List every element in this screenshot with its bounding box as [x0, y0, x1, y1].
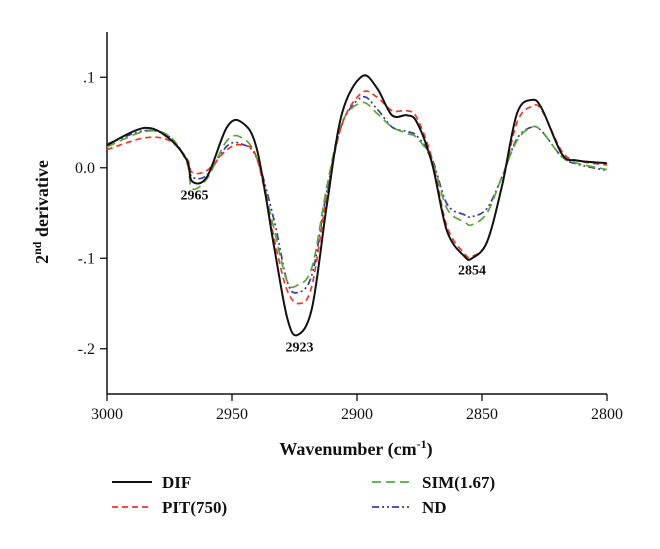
- x-tick-label: 2900: [341, 406, 373, 423]
- legend-label-pit-750: PIT(750): [162, 498, 227, 517]
- x-axis-label: Wavenumber (cm-1): [279, 437, 432, 460]
- peak-annotation: 2965: [181, 188, 209, 203]
- y-tick-label: -.2: [78, 341, 95, 358]
- peak-annotation: 2854: [458, 264, 486, 279]
- legend: DIF PIT(750) SIM(1.67) ND: [112, 473, 495, 517]
- series-line-pit-750: [106, 90, 608, 305]
- legend-label-dif: DIF: [162, 473, 191, 492]
- series-line-sim-1-67: [106, 101, 608, 289]
- peak-annotation: 2923: [286, 340, 314, 355]
- x-tick-label: 2800: [591, 406, 623, 423]
- x-axis: 3000 2950 2900 2850 2800: [91, 393, 623, 423]
- y-axis: .1 0.0 -.1 -.2: [75, 32, 108, 394]
- y-tick-label: 0.0: [75, 160, 95, 177]
- legend-label-sim-1-67: SIM(1.67): [422, 473, 495, 492]
- series-line-dif: [106, 74, 608, 337]
- y-axis-label: 2nd derivative: [30, 160, 52, 264]
- x-tick-label: 2850: [466, 406, 498, 423]
- series-layer: [106, 74, 608, 337]
- y-tick-label: -.1: [78, 250, 95, 267]
- legend-label-nd: ND: [422, 498, 447, 517]
- annotation-layer: 2965 2923 2854: [181, 188, 487, 355]
- y-tick-label: .1: [83, 69, 95, 86]
- x-tick-label: 3000: [91, 406, 123, 423]
- x-tick-label: 2950: [216, 406, 248, 423]
